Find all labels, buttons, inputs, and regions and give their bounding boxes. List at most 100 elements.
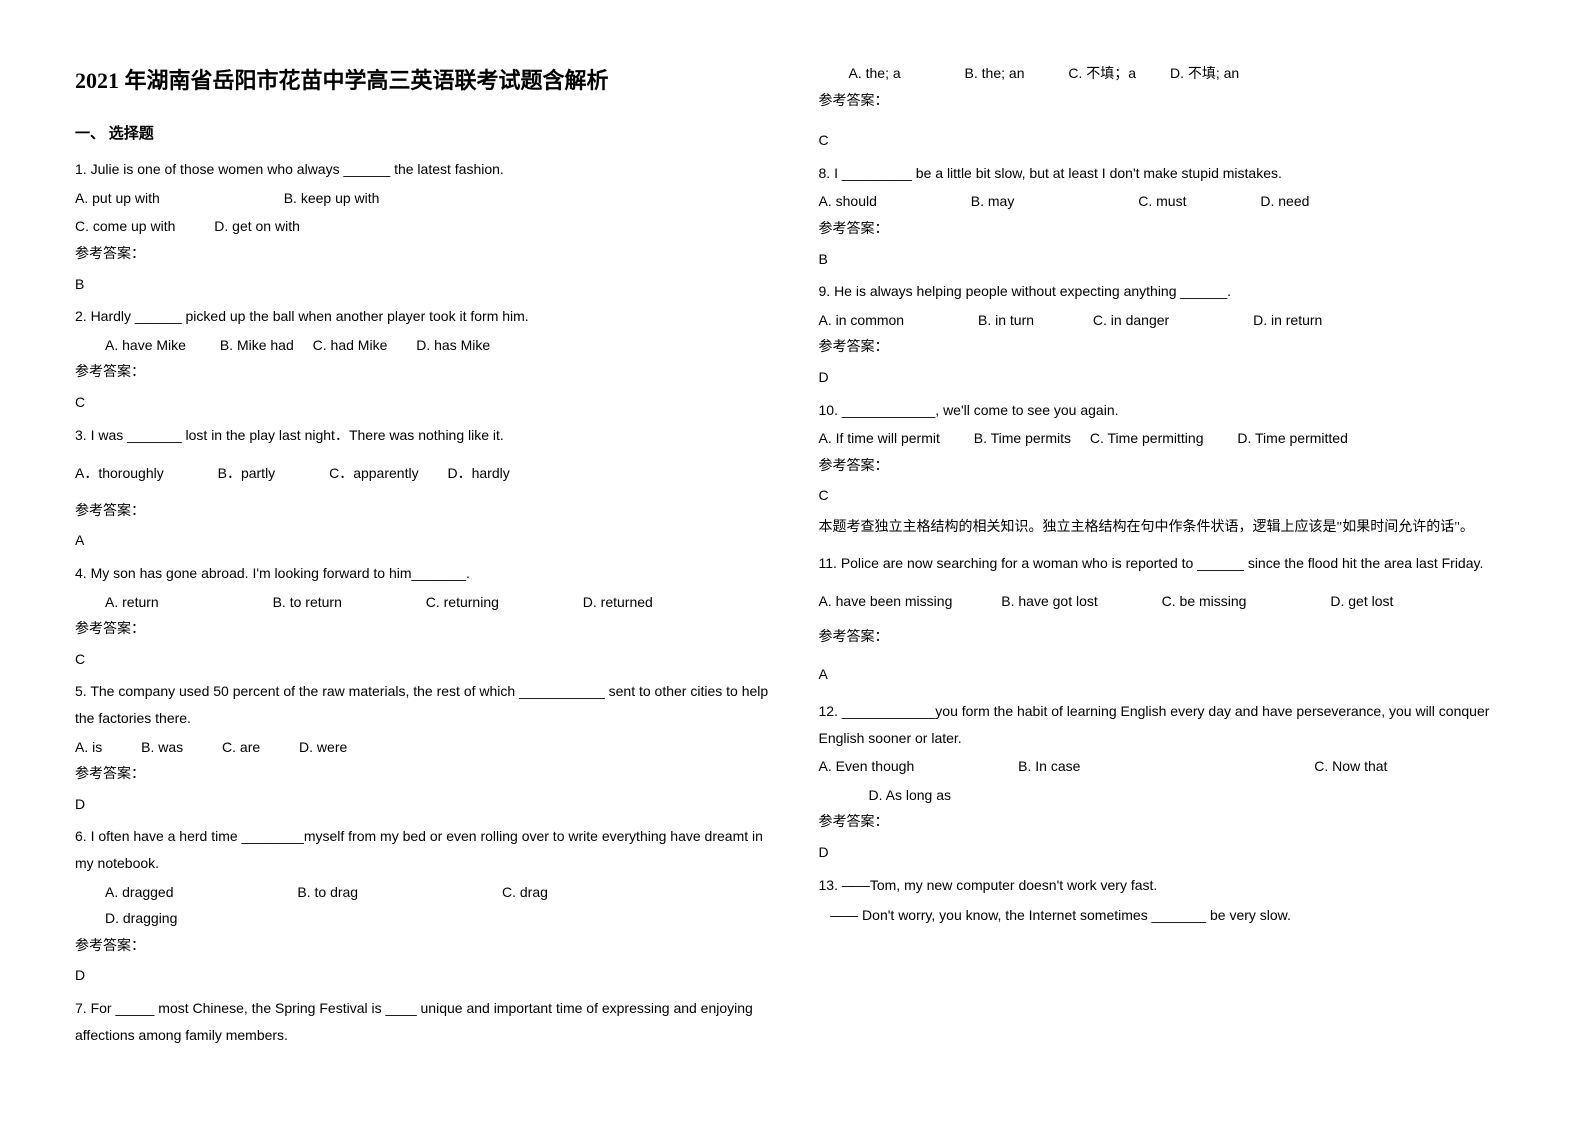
q7-answer-label: 参考答案： [819,89,1513,116]
q3-opt-c: C．apparently [329,460,419,487]
q8-answer: B [819,246,1513,273]
q1-opt-c: C. come up with [75,213,175,240]
q3-opt-b: B．partly [218,460,276,487]
page-title: 2021 年湖南省岳阳市花苗中学高三英语联考试题含解析 [75,60,769,102]
q4-answer: C [75,646,769,673]
q10-note: 本题考查独立主格结构的相关知识。独立主格结构在句中作条件状语，逻辑上应该是"如果… [819,515,1513,542]
q9-opt-b: B. in turn [978,307,1034,334]
q1-opt-b: B. keep up with [284,185,380,212]
q3-options: A．thoroughly B．partly C．apparently D．har… [75,460,769,487]
q10-options: A. If time will permit B. Time permits C… [819,425,1513,452]
q6-options: A. dragged B. to drag C. drag D. draggin… [75,879,769,932]
q10-opt-d: D. Time permitted [1237,425,1347,452]
q10-opt-a: A. If time will permit [819,425,940,452]
q7-opt-d: D. 不填; an [1170,60,1239,87]
q1-answer: B [75,271,769,298]
page: 2021 年湖南省岳阳市花苗中学高三英语联考试题含解析 一、 选择题 1. Ju… [0,0,1587,1122]
q5-opt-c: C. are [222,734,260,761]
q10-stem: 10. ____________, we'll come to see you … [819,397,1513,424]
q11-opt-b: B. have got lost [1001,588,1098,615]
section-heading: 一、 选择题 [75,120,769,149]
q5-answer-label: 参考答案： [75,762,769,789]
q11-opt-a: A. have been missing [819,588,953,615]
q2-opt-d: D. has Mike [416,332,490,359]
q8-opt-b: B. may [971,188,1015,215]
q6-opt-a: A. dragged [105,879,174,906]
q7-options: A. the; a B. the; an C. 不填；a D. 不填; an [819,60,1513,87]
q11-options: A. have been missing B. have got lost C.… [819,588,1513,615]
q2-opt-c: C. had Mike [313,332,388,359]
q12-answer-label: 参考答案： [819,810,1513,837]
q6-answer: D [75,962,769,989]
q6-stem: 6. I often have a herd time ________myse… [75,823,769,876]
q4-options: A. return B. to return C. returning D. r… [75,589,769,616]
q12-options-row1: A. Even though B. In case C. Now that [819,753,1513,780]
q9-opt-c: C. in danger [1093,307,1169,334]
q5-opt-d: D. were [299,734,347,761]
q4-stem: 4. My son has gone abroad. I'm looking f… [75,560,769,587]
q2-opt-b: B. Mike had [220,332,294,359]
q11-answer-label: 参考答案： [819,625,1513,652]
q5-options: A. is B. was C. are D. were [75,734,769,761]
q4-opt-a: A. return [105,589,159,616]
q9-options: A. in common B. in turn C. in danger D. … [819,307,1513,334]
q8-answer-label: 参考答案： [819,217,1513,244]
q7-answer: C [819,127,1513,154]
q11-opt-c: C. be missing [1162,588,1247,615]
q9-answer-label: 参考答案： [819,335,1513,362]
q9-opt-d: D. in return [1253,307,1322,334]
q8-opt-c: C. must [1138,188,1186,215]
q12-answer: D [819,839,1513,866]
q7-stem: 7. For _____ most Chinese, the Spring Fe… [75,995,769,1048]
q12-opt-d: D. As long as [869,782,952,809]
q1-options-row1: A. put up with B. keep up with [75,185,769,212]
q1-answer-label: 参考答案： [75,242,769,269]
q5-opt-b: B. was [141,734,183,761]
q1-opt-a: A. put up with [75,185,160,212]
q5-stem: 5. The company used 50 percent of the ra… [75,678,769,731]
q8-options: A. should B. may C. must D. need [819,188,1513,215]
left-column: 2021 年湖南省岳阳市花苗中学高三英语联考试题含解析 一、 选择题 1. Ju… [50,60,794,1062]
q5-answer: D [75,791,769,818]
q8-opt-d: D. need [1260,188,1309,215]
q8-stem: 8. I _________ be a little bit slow, but… [819,160,1513,187]
q5-opt-a: A. is [75,734,102,761]
q4-answer-label: 参考答案： [75,617,769,644]
q7-opt-b: B. the; an [965,60,1025,87]
q10-answer-label: 参考答案： [819,454,1513,481]
q4-opt-c: C. returning [426,589,499,616]
q12-opt-c: C. Now that [1314,753,1387,780]
q7-opt-c: C. 不填；a [1068,60,1136,87]
q1-options-row2: C. come up with D. get on with [75,213,769,240]
q2-answer: C [75,389,769,416]
q4-opt-d: D. returned [583,589,653,616]
q2-opt-a: A. have Mike [105,332,186,359]
q11-stem: 11. Police are now searching for a woman… [819,548,1513,579]
q9-answer: D [819,364,1513,391]
q9-stem: 9. He is always helping people without e… [819,278,1513,305]
q8-opt-a: A. should [819,188,877,215]
q12-opt-a: A. Even though [819,753,915,780]
q1-opt-d: D. get on with [214,213,300,240]
q13-line2: —— Don't worry, you know, the Internet s… [819,902,1513,929]
q3-opt-a: A．thoroughly [75,460,164,487]
q2-options: A. have Mike B. Mike had C. had Mike D. … [75,332,769,359]
right-column: A. the; a B. the; an C. 不填；a D. 不填; an 参… [794,60,1538,1062]
q6-opt-b: B. to drag [297,879,358,906]
q10-opt-b: B. Time permits [974,425,1071,452]
q1-stem: 1. Julie is one of those women who alway… [75,156,769,183]
q2-answer-label: 参考答案： [75,360,769,387]
q11-answer: A [819,661,1513,688]
q10-answer: C [819,482,1513,509]
q6-answer-label: 参考答案： [75,934,769,961]
q4-opt-b: B. to return [273,589,342,616]
q3-opt-d: D．hardly [447,460,509,487]
q11-opt-d: D. get lost [1330,588,1393,615]
q12-opt-b: B. In case [1018,753,1080,780]
q6-opt-c: C. drag [502,879,548,906]
q2-stem: 2. Hardly ______ picked up the ball when… [75,303,769,330]
q12-options-row2: D. As long as [819,782,1513,809]
q10-opt-c: C. Time permitting [1090,425,1204,452]
q3-answer-label: 参考答案： [75,499,769,526]
q6-opt-d: D. dragging [105,905,177,932]
